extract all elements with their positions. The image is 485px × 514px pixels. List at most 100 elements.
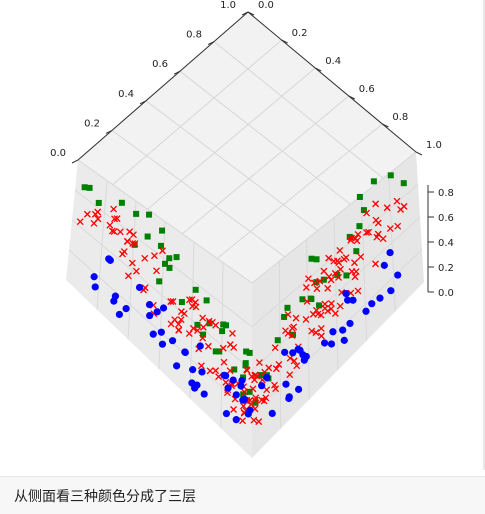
green-square-point: [206, 320, 213, 327]
red-x-stroke: [312, 329, 320, 337]
red-x-stroke: [331, 269, 339, 277]
red-x-stroke: [336, 265, 344, 273]
red-x-stroke: [199, 334, 207, 342]
red-x-point: [335, 259, 343, 267]
red-x-point: [141, 254, 149, 262]
red-x-point: [286, 371, 294, 379]
blue-circle-point: [224, 384, 232, 392]
red-x-stroke: [110, 205, 118, 213]
red-x-stroke: [393, 197, 401, 205]
red-x-point: [275, 361, 283, 368]
red-x-stroke: [372, 216, 380, 224]
blue-circle-point: [258, 382, 266, 390]
x-tick-label: 0.2: [84, 118, 100, 129]
red-x-point: [252, 394, 260, 402]
green-square-point: [203, 297, 210, 304]
blue-circle-point: [149, 330, 157, 338]
red-x-stroke: [131, 240, 139, 248]
x-tick-label: 0.0: [50, 148, 66, 159]
red-x-stroke: [188, 296, 196, 304]
red-x-point: [331, 310, 339, 317]
red-x-point: [330, 257, 338, 265]
red-x-point: [314, 310, 322, 318]
red-x-point: [251, 372, 259, 379]
red-x-stroke: [286, 371, 294, 379]
green-square-point: [284, 304, 291, 311]
red-x-stroke: [106, 221, 114, 229]
green-square-point: [212, 348, 219, 355]
blue-circle-point: [289, 349, 297, 357]
red-x-stroke: [336, 246, 344, 254]
grid-line-top-a: [145, 100, 318, 231]
red-x-point: [194, 327, 202, 334]
blue-circle-point: [106, 256, 114, 264]
red-x-point: [191, 298, 199, 306]
red-x-stroke: [243, 366, 251, 374]
y-tick-mark: [348, 95, 356, 100]
red-x-point: [197, 362, 205, 370]
scatter-3d-figure: 0.0 0.2 0.4 0.6 0.8 1.0 0.0 0.2 0.4 0.6 0.8 1.0 0.0 0…: [50, 0, 454, 458]
red-x-point: [239, 417, 247, 425]
red-x-point: [199, 314, 207, 322]
red-x-point: [251, 396, 259, 404]
red-x-point: [91, 210, 99, 218]
red-x-point: [308, 327, 316, 335]
red-x-stroke: [194, 327, 202, 334]
blue-circle-point: [320, 339, 329, 347]
red-x-stroke: [255, 418, 263, 426]
red-x-point: [400, 202, 408, 210]
red-x-point: [340, 255, 348, 263]
blue-circle-point: [327, 340, 336, 348]
red-x-point: [250, 416, 258, 424]
red-x-stroke: [219, 344, 227, 352]
red-x-stroke: [372, 200, 380, 208]
red-x-stroke: [324, 284, 332, 292]
red-x-point: [393, 197, 401, 205]
red-x-stroke: [141, 254, 149, 262]
blue-circle-point: [281, 348, 289, 356]
red-x-stroke: [111, 215, 118, 223]
red-x-point: [324, 284, 332, 292]
red-x-stroke: [330, 257, 338, 265]
red-x-point: [151, 252, 158, 260]
red-x-point: [336, 246, 344, 254]
red-x-point: [124, 272, 132, 280]
red-x-stroke: [240, 409, 248, 416]
blue-circle-point: [181, 348, 189, 356]
red-x-stroke: [317, 311, 325, 319]
green-square-point: [86, 184, 93, 191]
red-x-point: [204, 342, 212, 350]
red-x-point: [284, 311, 292, 319]
red-x-stroke: [303, 297, 311, 305]
red-x-point: [199, 334, 207, 342]
blue-circle-point: [110, 297, 118, 305]
blue-circle-point: [339, 326, 347, 334]
green-square-point: [118, 199, 125, 206]
blue-circle-point: [368, 300, 376, 308]
red-x-point: [304, 275, 312, 283]
red-x-stroke: [258, 396, 266, 404]
red-x-stroke: [250, 416, 258, 424]
blue-circle-point: [198, 368, 206, 376]
red-x-stroke: [320, 267, 328, 275]
red-x-point: [352, 268, 360, 276]
z-tick-label: 0.6: [438, 213, 454, 224]
red-x-point: [126, 228, 134, 236]
red-x-stroke: [351, 273, 359, 281]
red-x-stroke: [347, 234, 355, 242]
red-x-stroke: [288, 332, 296, 339]
blue-circle-point: [237, 382, 245, 390]
red-x-point: [241, 388, 248, 396]
red-x-stroke: [169, 298, 177, 305]
red-x-point: [272, 365, 280, 373]
blue-circle-point: [90, 273, 98, 281]
blue-circle-point: [346, 319, 354, 328]
red-x-stroke: [206, 367, 214, 375]
blue-circle-point: [135, 283, 144, 292]
blue-circle-point: [232, 391, 240, 399]
z-tick-label: 0.8: [438, 188, 454, 199]
red-x-stroke: [197, 362, 205, 370]
red-x-point: [290, 323, 298, 331]
red-x-stroke: [340, 255, 348, 263]
red-x-point: [271, 381, 278, 389]
